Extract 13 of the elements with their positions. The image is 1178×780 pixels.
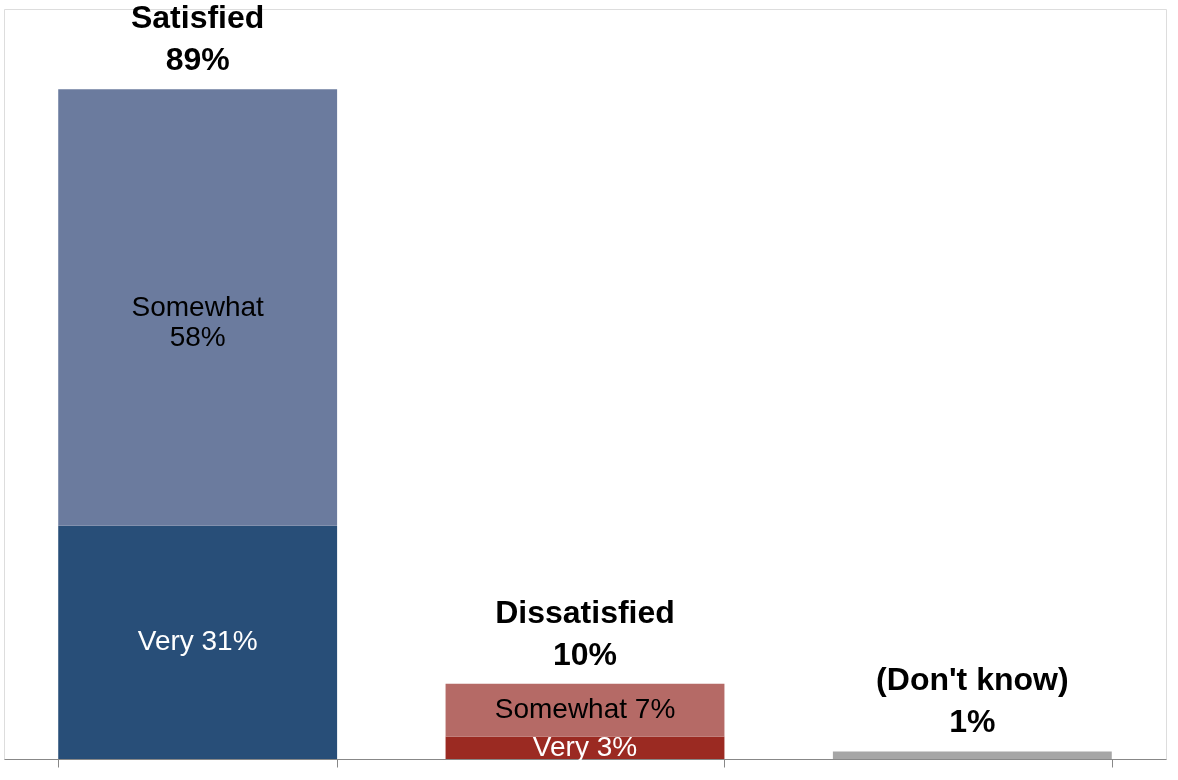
total-label: 10% [552,635,618,672]
x-tick-label: Dissatisfied [495,593,675,630]
bar [58,525,338,759]
x-tick-label: (Don't know) [876,661,1069,698]
total-label: 1% [949,703,996,740]
total-label: 89% [165,41,230,78]
data-label: Somewhat 7% [494,693,676,725]
x-tick-label: Satisfied [130,0,265,36]
bar [832,751,1112,759]
data-label: Very 3% [532,730,638,762]
data-label: Somewhat 58% [131,290,265,352]
bar [58,89,338,526]
data-label: Very 31% [137,625,258,657]
